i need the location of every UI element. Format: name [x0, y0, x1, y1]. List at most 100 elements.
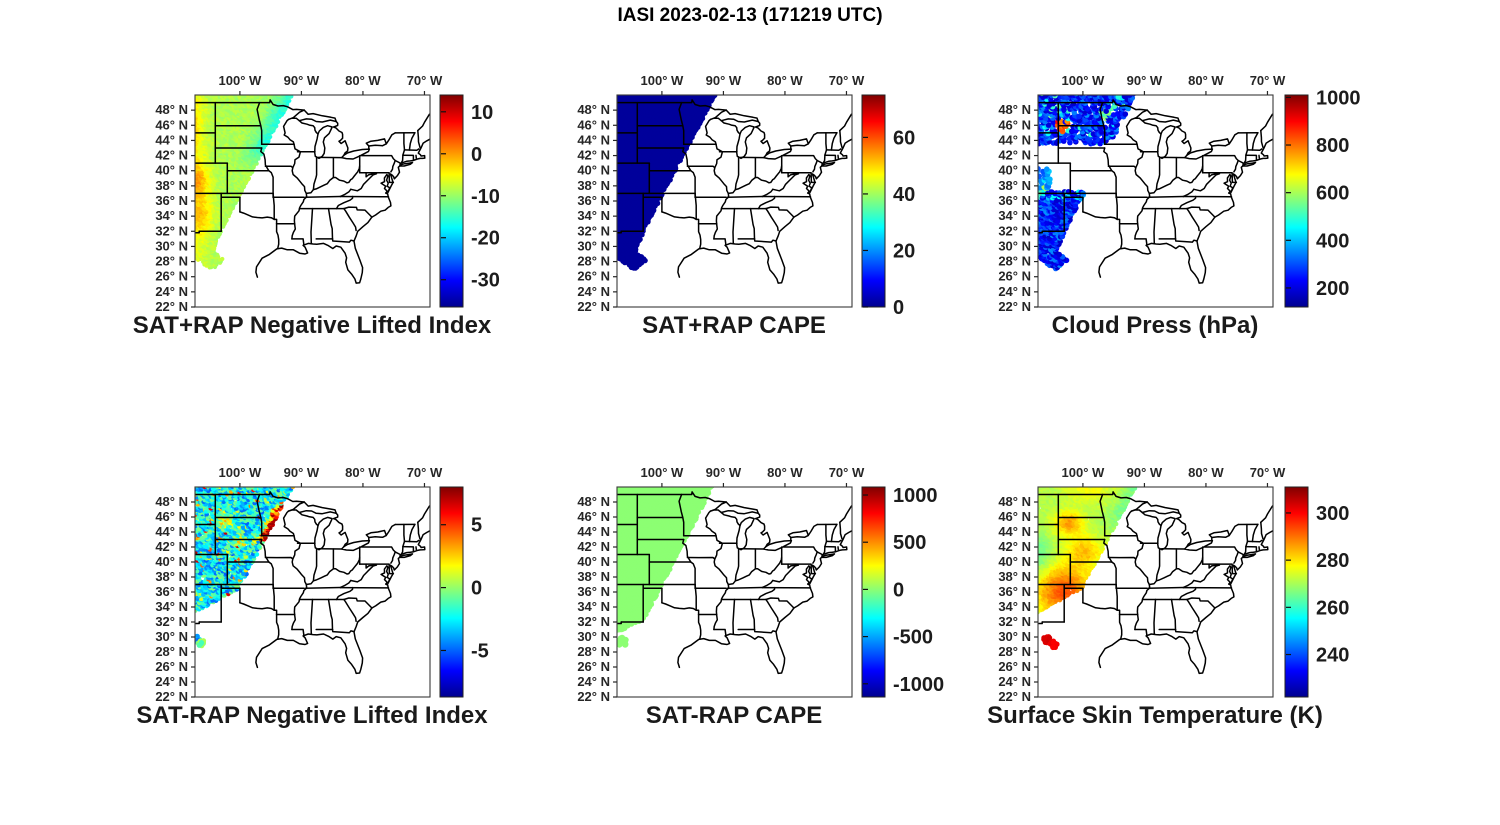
- lat-tick-label: 26° N: [155, 269, 188, 284]
- lon-tick-label: 70° W: [407, 465, 443, 480]
- us-state-outlines: [195, 491, 430, 675]
- lat-tick-label: 46° N: [577, 509, 610, 524]
- lat-tick-label: 24° N: [998, 284, 1031, 299]
- latitude-axis-labels: 48° N46° N44° N42° N40° N38° N36° N34° N…: [998, 102, 1038, 314]
- lat-tick-label: 28° N: [998, 254, 1031, 269]
- lat-tick-label: 26° N: [998, 269, 1031, 284]
- lat-tick-label: 36° N: [998, 193, 1031, 208]
- colorbar-tick-label: 0: [471, 144, 482, 166]
- latitude-axis-labels: 48° N46° N44° N42° N40° N38° N36° N34° N…: [577, 102, 617, 314]
- colorbar-tick-label: 500: [893, 532, 926, 554]
- colorbar-tick-label: 200: [1316, 278, 1349, 300]
- lon-tick-label: 80° W: [1188, 465, 1224, 480]
- map-panel-sat-minus-rap-cape: 100° W 90° W 80° W 70° W 48° N46° N44° N42° …: [577, 465, 944, 704]
- longitude-axis-labels: 100° W 90° W 80° W 70° W: [641, 73, 865, 95]
- lat-tick-label: 28° N: [998, 644, 1031, 659]
- lat-tick-label: 28° N: [155, 644, 188, 659]
- data-layer-cloud-press: [1038, 95, 1136, 272]
- lat-tick-label: 38° N: [577, 569, 610, 584]
- lat-tick-label: 32° N: [998, 223, 1031, 238]
- colorbar-tick-label: -10: [471, 186, 500, 208]
- lat-tick-label: 48° N: [577, 102, 610, 117]
- colorbar-tick-label: -500: [893, 627, 933, 649]
- colorbar-sat-minus-rap-nli: 5 0 -5: [439, 486, 489, 698]
- data-layer-surface-skin-temperature: [1038, 487, 1138, 651]
- colorbar-tick-label: 300: [1316, 503, 1349, 525]
- longitude-axis-labels: 100° W 90° W 80° W 70° W: [219, 73, 443, 95]
- lon-tick-label: 90° W: [284, 465, 320, 480]
- lat-tick-label: 46° N: [155, 509, 188, 524]
- lat-tick-label: 44° N: [577, 132, 610, 147]
- panel-title-sat-plus-rap-nli: SAT+RAP Negative Lifted Index: [132, 312, 492, 339]
- lat-tick-label: 24° N: [998, 674, 1031, 689]
- colorbar-tick-label: 260: [1316, 597, 1349, 619]
- lon-tick-label: 90° W: [284, 73, 320, 88]
- lat-tick-label: 46° N: [155, 117, 188, 132]
- us-state-outlines: [617, 491, 852, 675]
- latitude-axis-labels: 48° N46° N44° N42° N40° N38° N36° N34° N…: [155, 494, 195, 704]
- lat-tick-label: 22° N: [998, 689, 1031, 704]
- lat-tick-label: 42° N: [155, 539, 188, 554]
- lat-tick-label: 28° N: [577, 254, 610, 269]
- longitude-axis-labels: 100° W 90° W 80° W 70° W: [1062, 465, 1286, 487]
- figure-title: IASI 2023-02-13 (171219 UTC): [617, 5, 883, 26]
- colorbar-tick-label: 5: [471, 515, 482, 537]
- lat-tick-label: 22° N: [155, 689, 188, 704]
- lat-tick-label: 40° N: [998, 163, 1031, 178]
- lat-tick-label: 36° N: [998, 584, 1031, 599]
- lat-tick-label: 36° N: [155, 193, 188, 208]
- colorbar-tick-label: 0: [471, 578, 482, 600]
- colorbar-cloud-press: 1000 800 600 400 200: [1284, 87, 1361, 308]
- latitude-axis-labels: 48° N46° N44° N42° N40° N38° N36° N34° N…: [577, 494, 617, 704]
- lat-tick-label: 44° N: [577, 524, 610, 539]
- lat-tick-label: 30° N: [577, 238, 610, 253]
- lat-tick-label: 22° N: [577, 689, 610, 704]
- us-state-outlines: [617, 99, 852, 284]
- colorbar-tick-label: -1000: [893, 674, 944, 696]
- lat-tick-label: 28° N: [155, 254, 188, 269]
- lon-tick-label: 100° W: [1062, 465, 1106, 480]
- colorbar-surface-skin-temperature: 300 280 260 240: [1284, 486, 1349, 698]
- lat-tick-label: 48° N: [577, 494, 610, 509]
- lat-tick-label: 30° N: [998, 238, 1031, 253]
- lat-tick-label: 42° N: [998, 539, 1031, 554]
- panel-title-sat-minus-rap-nli: SAT-RAP Negative Lifted Index: [136, 702, 488, 729]
- lon-tick-label: 100° W: [641, 73, 685, 88]
- colorbar-tick-label: 0: [893, 297, 904, 319]
- lon-tick-label: 70° W: [829, 465, 865, 480]
- colorbar-tick-label: 240: [1316, 645, 1349, 667]
- us-state-outlines: [1038, 99, 1273, 284]
- lat-tick-label: 24° N: [155, 284, 188, 299]
- lat-tick-label: 36° N: [577, 193, 610, 208]
- lat-tick-label: 48° N: [155, 102, 188, 117]
- lat-tick-label: 46° N: [577, 117, 610, 132]
- colorbar-sat-plus-rap-nli: 10 0 -10 -20 -30: [439, 94, 500, 308]
- colorbar-tick-label: 40: [893, 184, 915, 206]
- lat-tick-label: 38° N: [155, 569, 188, 584]
- lat-tick-label: 44° N: [155, 524, 188, 539]
- colorbar-sat-minus-rap-cape: 1000 500 0 -500 -1000: [861, 485, 944, 698]
- longitude-axis-labels: 100° W 90° W 80° W 70° W: [1062, 73, 1286, 95]
- lon-tick-label: 80° W: [345, 465, 381, 480]
- lon-tick-label: 90° W: [1127, 465, 1163, 480]
- lat-tick-label: 22° N: [577, 299, 610, 314]
- colorbar-tick-label: 400: [1316, 230, 1349, 252]
- lon-tick-label: 70° W: [1250, 73, 1286, 88]
- lat-tick-label: 48° N: [155, 494, 188, 509]
- colorbar-tick-label: 600: [1316, 183, 1349, 205]
- lat-tick-label: 38° N: [577, 178, 610, 193]
- lat-tick-label: 24° N: [577, 284, 610, 299]
- lat-tick-label: 30° N: [155, 629, 188, 644]
- panel-title-sat-minus-rap-cape: SAT-RAP CAPE: [645, 702, 823, 729]
- lon-tick-label: 70° W: [829, 73, 865, 88]
- lon-tick-label: 100° W: [641, 465, 685, 480]
- map-panel-sat-minus-rap-nli: 100° W 90° W 80° W 70° W 48° N46° N44° N42° …: [155, 465, 488, 704]
- longitude-axis-labels: 100° W 90° W 80° W 70° W: [219, 465, 443, 487]
- lat-tick-label: 34° N: [998, 599, 1031, 614]
- lon-tick-label: 70° W: [407, 73, 443, 88]
- latitude-axis-labels: 48° N46° N44° N42° N40° N38° N36° N34° N…: [155, 102, 195, 314]
- lat-tick-label: 42° N: [155, 148, 188, 163]
- lon-tick-label: 80° W: [767, 465, 803, 480]
- lon-tick-label: 80° W: [345, 73, 381, 88]
